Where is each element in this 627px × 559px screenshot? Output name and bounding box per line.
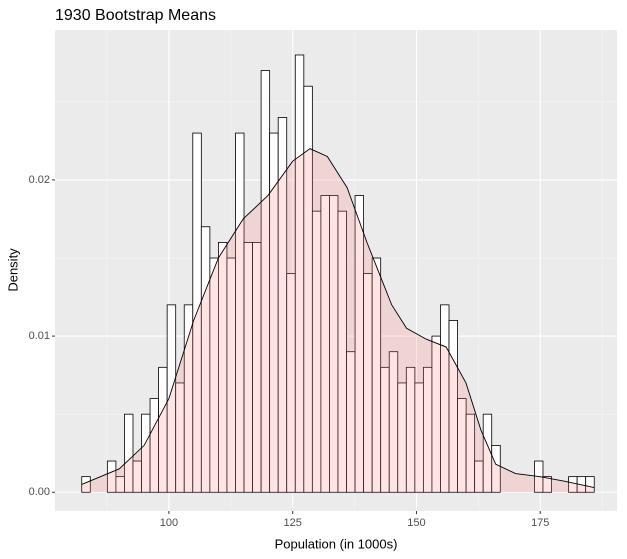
y-tick-label: 0.02 (29, 174, 50, 186)
bar (491, 445, 501, 493)
y-axis-title: Density (5, 248, 20, 292)
bar (124, 413, 134, 493)
density-area (81, 148, 595, 493)
x-tick-label: 125 (283, 517, 301, 529)
y-tick-label: 0.01 (29, 330, 50, 342)
bar (585, 476, 595, 493)
chart-title: 1930 Bootstrap Means (55, 7, 216, 24)
bar (465, 413, 476, 493)
density-line (81, 148, 595, 489)
x-tick-label: 175 (531, 517, 549, 529)
y-tick-label: 0.00 (29, 486, 50, 498)
x-axis-title: Population (in 1000s) (275, 536, 398, 551)
x-tick-label: 100 (160, 517, 178, 529)
bar (542, 476, 552, 493)
x-tick-label: 150 (407, 517, 425, 529)
